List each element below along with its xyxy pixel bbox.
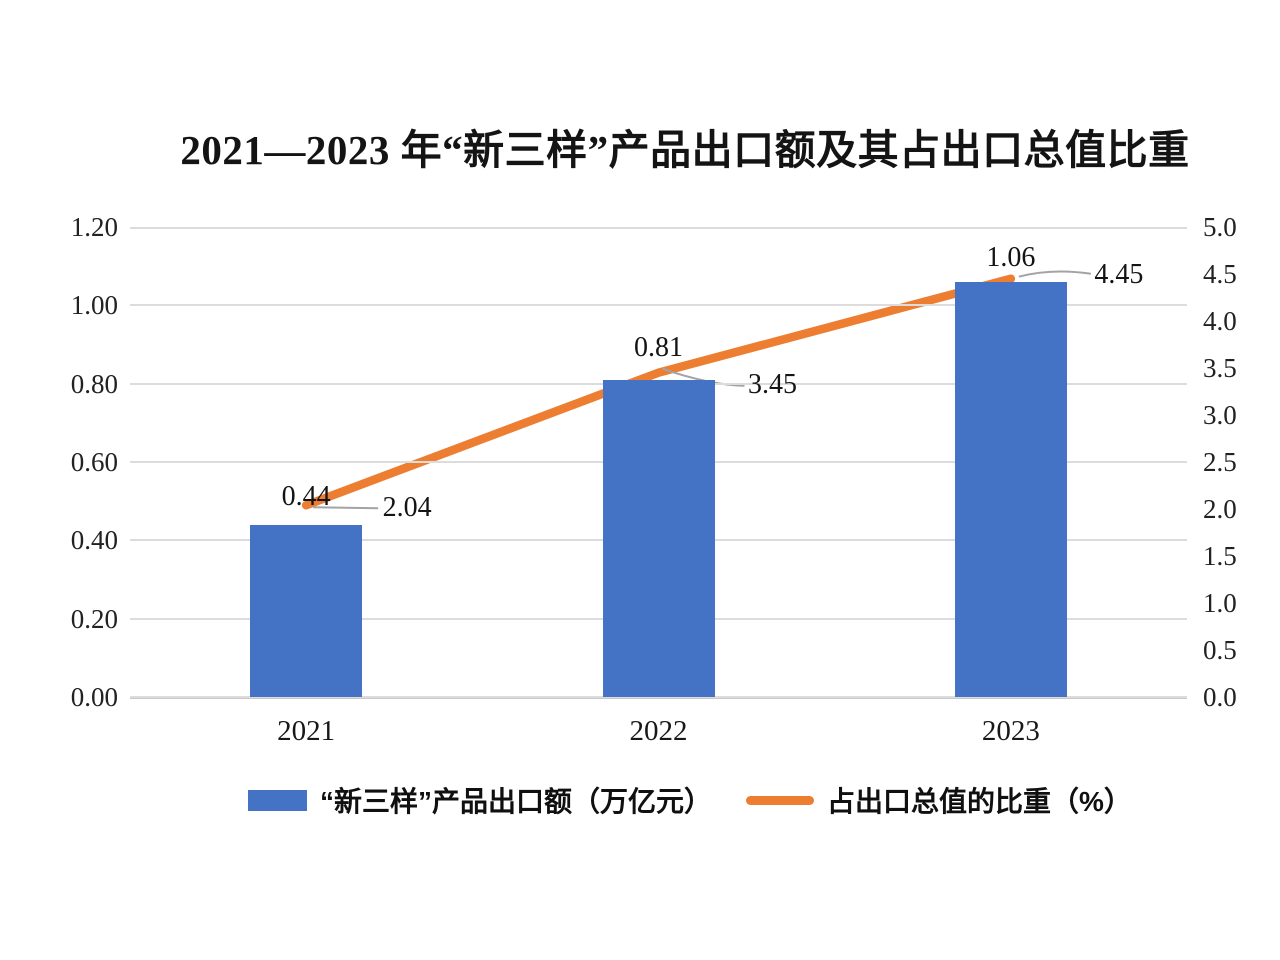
page-title: 2021—2023 年“新三样”产品出口额及其占出口总值比重	[180, 127, 1190, 173]
x-axis-label: 2023	[981, 715, 1040, 747]
line-value-label: 3.45	[748, 368, 797, 400]
bar-value-label: 0.81	[634, 331, 683, 363]
bar-2022	[602, 379, 715, 697]
x-axis-label: 2021	[277, 715, 336, 747]
legend: “新三样”产品出口额（万亿元） 占出口总值的比重（%）	[248, 780, 1132, 820]
y-axis-tick-left: 0.40	[70, 525, 118, 556]
line-value-label: 4.45	[1094, 258, 1144, 290]
y-axis-tick-right: 0.5	[1203, 635, 1237, 665]
y-axis-tick-right: 5.0	[1203, 212, 1237, 242]
line-series-marker-icon	[746, 795, 815, 805]
gridline	[130, 304, 1187, 307]
x-axis-label: 2022	[629, 715, 688, 747]
y-axis-tick-left: 0.60	[70, 447, 118, 477]
gridline	[130, 696, 1187, 698]
gridline	[130, 227, 1187, 229]
y-axis-tick-right: 3.5	[1203, 353, 1237, 383]
legend-item-bar-series: “新三样”产品出口额（万亿元）	[248, 780, 712, 820]
y-axis-tick-right: 4.5	[1203, 259, 1237, 289]
y-axis-tick-left: 1.00	[70, 290, 118, 321]
y-axis-tick-right: 4.0	[1203, 306, 1237, 336]
y-axis-tick-left: 0.20	[70, 603, 118, 634]
y-axis-tick-right: 2.5	[1203, 447, 1237, 477]
bar-series-swatch-icon	[248, 789, 307, 811]
bar-2023	[954, 281, 1067, 697]
leader-line	[1018, 270, 1091, 278]
line-value-label: 2.04	[382, 492, 432, 524]
y-axis-tick-left: 0.80	[70, 368, 118, 399]
y-axis-tick-right: 3.0	[1203, 400, 1237, 430]
leader-line	[313, 506, 379, 510]
y-axis-tick-right: 1.0	[1203, 588, 1237, 618]
bar-value-label: 1.06	[986, 241, 1036, 273]
bar-series-label: “新三样”产品出口额（万亿元）	[320, 786, 713, 817]
y-axis-tick-left: 0.00	[70, 682, 118, 712]
y-axis-tick-left: 1.20	[70, 212, 118, 242]
x-axis: 2021 2022 2023	[130, 711, 1187, 751]
bar-2021	[250, 524, 363, 697]
y-axis-tick-right: 2.0	[1203, 494, 1237, 524]
y-axis-tick-right: 1.5	[1203, 541, 1237, 571]
line-series-label: 占出口总值的比重（%）	[827, 786, 1132, 817]
legend-item-line-series: 占出口总值的比重（%）	[746, 780, 1132, 820]
bar-value-label: 0.44	[281, 481, 331, 513]
plot-area: 0.44 0.81 1.06 2.04 3.45 4.45	[130, 227, 1187, 699]
y-axis-tick-right: 0.0	[1203, 682, 1237, 712]
